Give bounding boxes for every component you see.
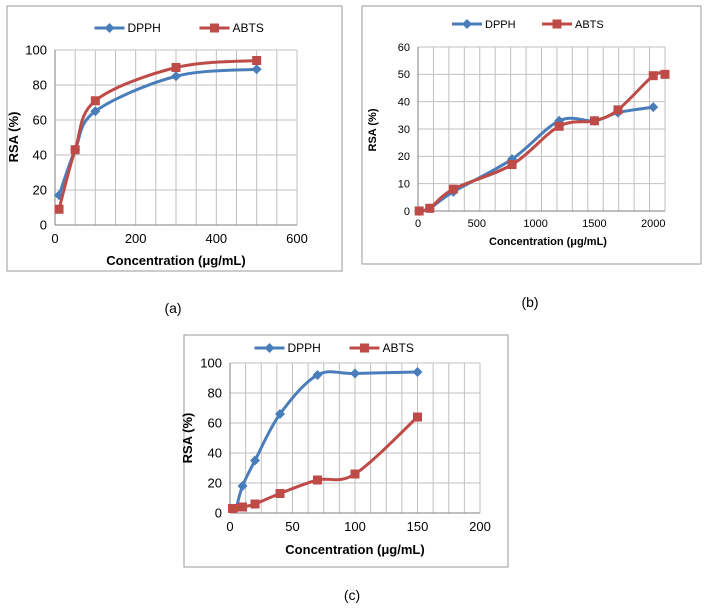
y-axis-title: RSA (%) bbox=[6, 112, 21, 163]
x-tick-label: 0 bbox=[415, 218, 421, 230]
legend-marker-dpph bbox=[264, 343, 275, 353]
legend-marker-abts bbox=[552, 19, 562, 29]
x-tick-label: 500 bbox=[468, 218, 486, 230]
y-tick-label: 100 bbox=[200, 356, 222, 371]
y-axis-title: RSA (%) bbox=[180, 413, 195, 464]
y-tick-label: 0 bbox=[40, 218, 47, 233]
y-tick-label: 0 bbox=[404, 206, 410, 218]
data-point-abts bbox=[313, 475, 322, 485]
data-point-dpph bbox=[251, 64, 262, 75]
series-line-abts bbox=[57, 59, 259, 211]
y-tick-label: 60 bbox=[398, 42, 410, 54]
legend-marker-dpph bbox=[104, 23, 115, 33]
chart-panel-b: 0 10 20 30 40 50 60 0 500 1000 1500 2000 Concentrati… bbox=[361, 5, 702, 310]
x-axis-title: Concentration (μg/mL) bbox=[106, 253, 245, 268]
y-tick-label: 40 bbox=[208, 446, 222, 461]
data-point-abts bbox=[252, 56, 262, 65]
chart-panel-a: 0 20 40 60 80 100 0 200 400 600 Concentration (μg/… bbox=[6, 5, 343, 316]
data-point-abts bbox=[414, 206, 424, 216]
data-point-dpph bbox=[171, 71, 181, 82]
y-tick-label: 80 bbox=[208, 386, 222, 401]
legend-label-dpph: DPPH bbox=[288, 341, 321, 355]
data-point-abts bbox=[228, 504, 237, 513]
legend-marker-abts bbox=[360, 343, 369, 353]
data-point-abts bbox=[660, 69, 670, 79]
data-point-dpph bbox=[648, 102, 659, 113]
data-point-abts bbox=[275, 489, 285, 498]
y-tick-label: 50 bbox=[398, 69, 410, 81]
y-tick-label: 0 bbox=[215, 506, 222, 521]
data-point-abts bbox=[648, 71, 658, 81]
data-point-abts bbox=[350, 469, 360, 479]
data-point-abts bbox=[425, 203, 435, 213]
legend-marker-dpph bbox=[462, 19, 472, 29]
y-tick-label: 100 bbox=[25, 43, 47, 58]
y-axis-title: RSA (%) bbox=[367, 108, 379, 151]
x-tick-label: 50 bbox=[285, 519, 299, 534]
data-point-abts bbox=[554, 121, 564, 131]
y-tick-label: 80 bbox=[33, 78, 47, 93]
data-point-dpph bbox=[350, 368, 360, 379]
data-point-abts bbox=[70, 145, 80, 155]
data-point-abts bbox=[90, 96, 100, 106]
x-tick-label: 1500 bbox=[582, 218, 606, 230]
y-tick-label: 60 bbox=[208, 416, 222, 431]
y-tick-label: 60 bbox=[33, 113, 47, 128]
data-point-dpph bbox=[250, 455, 260, 466]
panel-caption: (c) bbox=[344, 587, 360, 603]
legend-label-dpph: DPPH bbox=[485, 19, 516, 31]
y-tick-label: 20 bbox=[208, 476, 222, 491]
x-axis-title: Concentration (μg/mL) bbox=[489, 236, 607, 248]
y-tick-label: 30 bbox=[398, 124, 410, 136]
data-point-abts bbox=[54, 204, 64, 214]
y-tick-label: 40 bbox=[398, 97, 410, 109]
x-tick-label: 200 bbox=[125, 231, 147, 246]
data-point-abts bbox=[589, 116, 599, 126]
x-tick-label: 1000 bbox=[523, 218, 547, 230]
panel-caption: (b) bbox=[521, 294, 538, 310]
data-point-dpph bbox=[312, 370, 323, 380]
data-point-dpph bbox=[412, 367, 423, 377]
x-tick-label: 2000 bbox=[641, 218, 665, 230]
x-tick-label: 600 bbox=[286, 231, 308, 246]
data-point-dpph bbox=[237, 481, 248, 491]
data-point-dpph bbox=[275, 409, 285, 419]
legend-label-abts: ABTS bbox=[575, 19, 604, 31]
data-point-abts bbox=[413, 412, 422, 422]
y-tick-label: 10 bbox=[398, 179, 410, 191]
legend-marker-abts bbox=[210, 23, 219, 33]
x-tick-label: 150 bbox=[407, 519, 429, 534]
legend-label-abts: ABTS bbox=[383, 341, 414, 355]
y-tick-label: 40 bbox=[33, 148, 47, 163]
data-point-abts bbox=[250, 499, 260, 509]
x-tick-label: 0 bbox=[226, 519, 233, 534]
x-tick-label: 400 bbox=[205, 231, 227, 246]
panel-caption: (a) bbox=[164, 300, 181, 316]
chart-panel-c: 0 20 40 60 80 100 0 50 100 150 200 Concentration (μ… bbox=[180, 334, 509, 603]
data-point-abts bbox=[613, 105, 623, 115]
data-point-abts bbox=[507, 160, 517, 170]
y-tick-label: 20 bbox=[398, 151, 410, 163]
x-axis-title: Concentration (μg/mL) bbox=[285, 542, 424, 557]
data-point-abts bbox=[448, 184, 458, 194]
x-tick-label: 200 bbox=[469, 519, 491, 534]
data-point-dpph bbox=[90, 106, 101, 117]
data-point-abts bbox=[238, 502, 247, 512]
x-tick-label: 100 bbox=[344, 519, 366, 534]
legend-label-dpph: DPPH bbox=[128, 21, 161, 35]
y-tick-label: 20 bbox=[33, 183, 47, 198]
data-point-abts bbox=[171, 63, 181, 72]
legend-label-abts: ABTS bbox=[233, 21, 264, 35]
x-tick-label: 0 bbox=[51, 231, 58, 246]
